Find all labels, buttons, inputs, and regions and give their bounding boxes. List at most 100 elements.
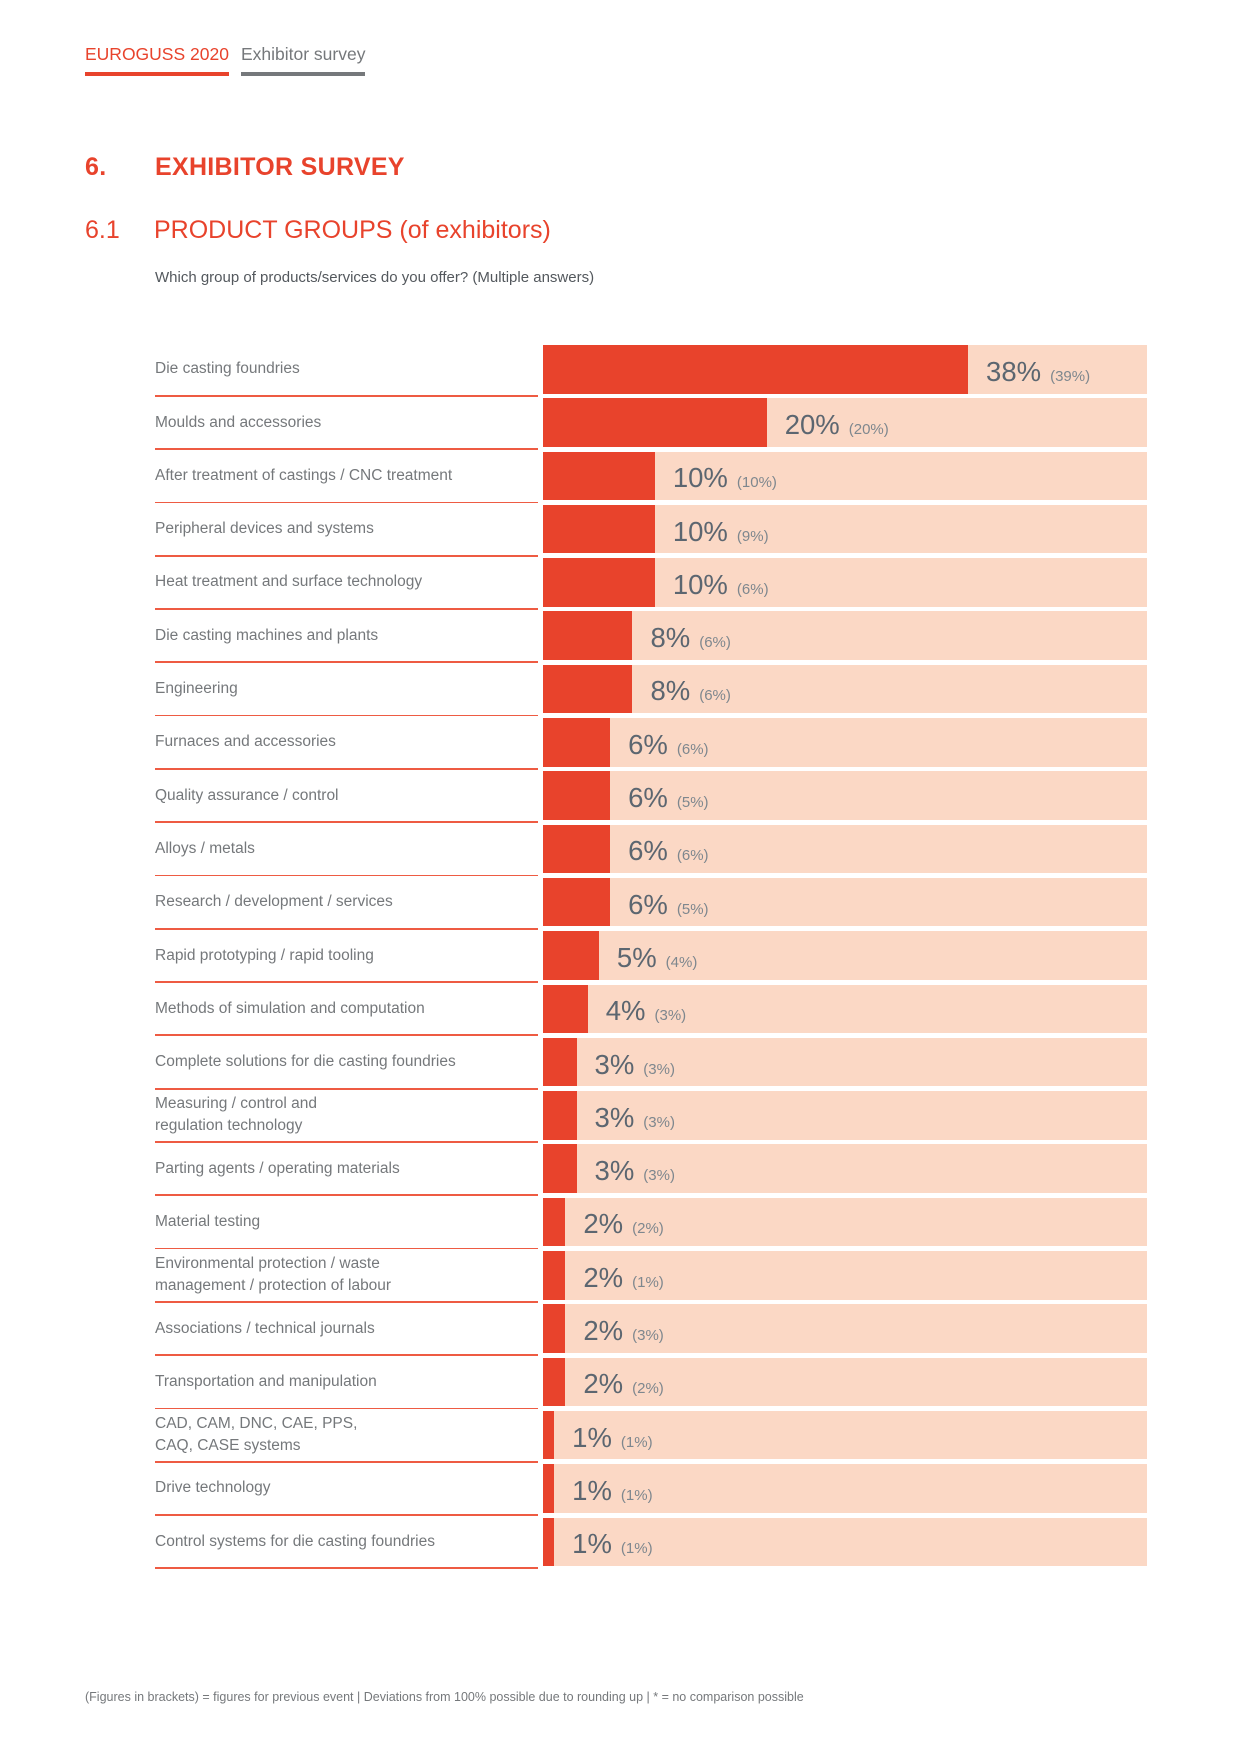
row-label: Quality assurance / control xyxy=(155,786,339,804)
chart-row: Associations / technical journals 2% (3%… xyxy=(155,1304,1147,1357)
section-title: 6. EXHIBITOR SURVEY xyxy=(85,153,405,182)
bar-fill xyxy=(543,771,611,820)
bar-value-current: 3% xyxy=(594,1048,635,1080)
survey-question: Which group of products/services do you … xyxy=(155,269,595,286)
row-label: Alloys / metals xyxy=(155,839,255,857)
chart-row: Transportation and manipulation 2% (2%) xyxy=(155,1357,1147,1411)
row-label: Die casting machines and plants xyxy=(155,626,379,644)
bar-track xyxy=(543,1037,1147,1087)
bar-value-previous: (1%) xyxy=(620,1540,653,1558)
bar-track xyxy=(543,718,1147,767)
section-number: 6. xyxy=(85,153,107,181)
bar-value: 2% (3%) xyxy=(583,1315,663,1347)
bar-fill xyxy=(543,504,655,554)
bar-value-previous: (1%) xyxy=(620,1433,653,1451)
bar-fill xyxy=(543,718,611,767)
row-label: Rapid prototyping / rapid tooling xyxy=(155,946,374,964)
bar-value-current: 2% xyxy=(583,1314,624,1346)
section-title-text: EXHIBITOR SURVEY xyxy=(155,153,405,181)
chart-row: Peripheral devices and systems 10% (9%) xyxy=(155,504,1147,558)
row-divider xyxy=(155,1300,538,1303)
bar-track xyxy=(543,931,1147,980)
row-divider xyxy=(155,874,538,877)
row-label: Moulds and accessories xyxy=(155,413,322,431)
row-label: Complete solutions for die casting found… xyxy=(155,1053,456,1071)
bar-value-previous: (3%) xyxy=(643,1060,675,1078)
bar-fill xyxy=(543,1144,577,1193)
chart-row: Drive technology 1% (1%) xyxy=(155,1464,1147,1517)
chart-row: Methods of simulation and computation 4%… xyxy=(155,984,1147,1038)
bar-value-previous: (6%) xyxy=(676,740,709,758)
chart-row: Die casting foundries 38% (39%) xyxy=(155,345,1147,398)
bar-value: 6% (6%) xyxy=(628,835,708,867)
chart-row: Measuring / control and regulation techno… xyxy=(155,1091,1147,1144)
bar-value-current: 1% xyxy=(572,1421,612,1453)
bar-value-previous: (20%) xyxy=(848,420,889,438)
bar-track xyxy=(543,558,1147,607)
row-divider xyxy=(155,1141,538,1143)
bar-fill xyxy=(543,1197,566,1247)
bar-value-previous: (4%) xyxy=(665,953,698,971)
bar-track xyxy=(543,1410,1147,1460)
chart-row: Material testing 2% (2%) xyxy=(155,1197,1147,1251)
bar-value-previous: (6%) xyxy=(699,687,731,705)
bar-value: 3% (3%) xyxy=(595,1049,675,1081)
chart-row: Die casting machines and plants 8% (6%) xyxy=(155,611,1147,664)
row-label: Transportation and manipulation xyxy=(155,1372,377,1390)
row-divider xyxy=(155,608,538,610)
bar-track xyxy=(543,1357,1147,1407)
bar-fill xyxy=(543,558,655,607)
bar-value-current: 3% xyxy=(594,1155,635,1187)
row-divider xyxy=(155,981,538,983)
bar-value-current: 38% xyxy=(986,355,1042,387)
bar-value: 8% (6%) xyxy=(650,622,730,654)
row-divider xyxy=(155,394,538,397)
chart-row: Research / development / services 6% (5%… xyxy=(155,877,1147,931)
row-label: Associations / technical journals xyxy=(155,1319,375,1337)
bar-fill xyxy=(543,1464,555,1513)
brand-title: EUROGUSS 2020 xyxy=(85,44,229,76)
chart-row: Engineering 8% (6%) xyxy=(155,664,1147,718)
bar-value-previous: (5%) xyxy=(676,794,709,812)
bar-track xyxy=(543,345,1147,394)
bar-value: 38% (39%) xyxy=(986,356,1090,388)
bar-fill xyxy=(543,451,655,501)
bar-value-previous: (2%) xyxy=(632,1220,664,1238)
bar-value-previous: (1%) xyxy=(620,1486,653,1504)
row-divider xyxy=(155,661,538,664)
bar-track xyxy=(543,611,1147,660)
bar-value-previous: (6%) xyxy=(699,634,731,652)
bar-value: 1% (1%) xyxy=(572,1528,652,1560)
bar-value-current: 3% xyxy=(594,1101,635,1133)
bar-track xyxy=(543,1197,1147,1247)
bar-value: 8% (6%) xyxy=(650,675,730,707)
bar-value-current: 2% xyxy=(583,1368,624,1400)
bar-value-previous: (5%) xyxy=(676,900,709,918)
row-label: Die casting foundries xyxy=(155,360,300,378)
bar-fill xyxy=(543,877,611,927)
bar-value: 10% (10%) xyxy=(673,462,777,494)
row-divider xyxy=(155,1087,538,1090)
bar-fill xyxy=(543,1410,555,1460)
row-divider xyxy=(155,767,538,770)
bar-value: 10% (9%) xyxy=(673,516,769,548)
subsection-number: 6.1 xyxy=(85,216,120,244)
bar-track xyxy=(543,771,1147,820)
bar-fill xyxy=(543,611,633,660)
bar-value: 2% (2%) xyxy=(583,1368,663,1400)
bar-fill xyxy=(543,931,599,980)
bar-value: 3% (3%) xyxy=(595,1102,675,1134)
row-label: CAD, CAM, DNC, CAE, PPS, CAQ, CASE system… xyxy=(155,1415,358,1455)
bar-fill xyxy=(543,664,633,714)
bar-track xyxy=(543,451,1147,501)
row-label: Parting agents / operating materials xyxy=(155,1159,400,1177)
bar-track xyxy=(543,1144,1147,1193)
bar-track xyxy=(543,1464,1147,1513)
bar-value: 6% (5%) xyxy=(628,782,708,814)
bar-value: 20% (20%) xyxy=(785,409,889,441)
chart-row: Alloys / metals 6% (6%) xyxy=(155,824,1147,878)
row-divider xyxy=(155,1354,538,1357)
row-divider xyxy=(155,714,538,717)
page-header: EUROGUSS 2020 Exhibitor survey xyxy=(85,44,366,76)
row-label: Engineering xyxy=(155,680,238,698)
